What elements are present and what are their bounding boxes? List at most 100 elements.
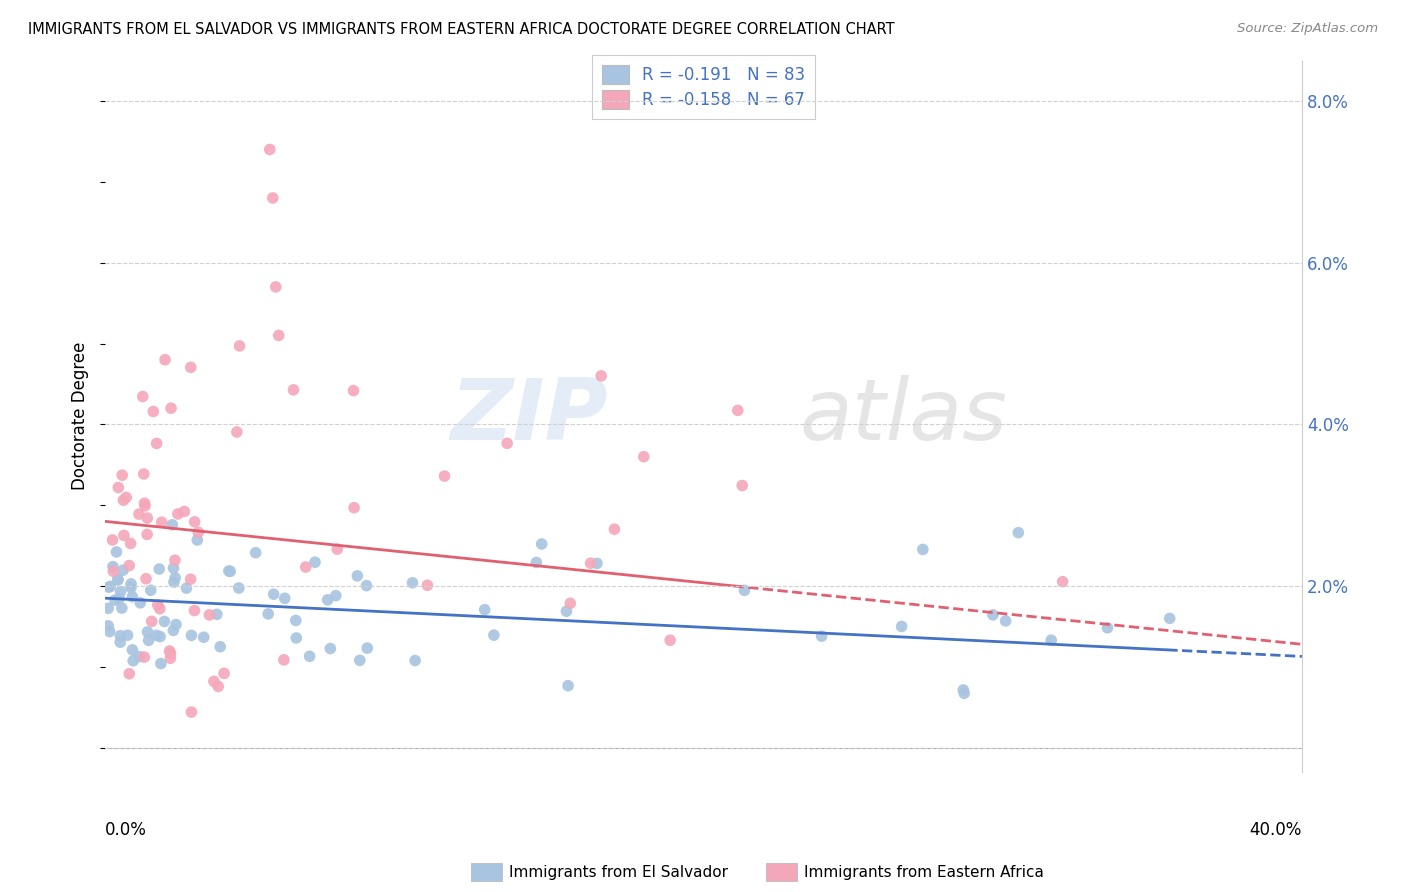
Point (132, 467, 155, 481)
Point (202, 674, 225, 689)
Text: 0.0%: 0.0% (105, 821, 148, 838)
Point (159, 646, 181, 660)
Point (149, 657, 172, 671)
Point (193, 630, 215, 644)
Point (579, 556, 602, 570)
Point (146, 598, 169, 612)
Point (107, 481, 129, 495)
Point (560, 596, 582, 610)
Point (731, 478, 754, 492)
Point (356, 641, 378, 656)
Point (180, 360, 202, 375)
Point (111, 601, 134, 615)
Point (153, 615, 176, 629)
Point (343, 500, 366, 515)
Point (259, 143, 281, 157)
Point (180, 628, 202, 642)
Point (433, 469, 456, 483)
Point (145, 628, 167, 642)
Point (150, 516, 173, 530)
Text: 40.0%: 40.0% (1250, 821, 1302, 838)
Point (98, 579, 121, 593)
Point (1040, 633, 1063, 648)
Point (482, 628, 505, 642)
Point (136, 527, 159, 541)
Point (591, 368, 613, 383)
Point (134, 499, 156, 513)
Point (733, 583, 755, 598)
Point (136, 511, 159, 525)
Point (120, 577, 142, 591)
Point (118, 666, 141, 681)
Point (180, 572, 202, 586)
Point (136, 624, 159, 639)
Text: ZIP: ZIP (450, 375, 607, 458)
Point (176, 581, 198, 595)
Point (173, 504, 195, 518)
Point (1097, 621, 1119, 635)
Point (1052, 574, 1074, 589)
Point (149, 630, 172, 644)
Point (103, 564, 125, 578)
Point (262, 191, 284, 205)
Point (112, 528, 135, 542)
Point (228, 339, 250, 353)
Point (159, 644, 181, 658)
Point (911, 542, 934, 557)
Point (186, 533, 208, 547)
Point (134, 650, 156, 665)
Point (264, 280, 287, 294)
Point (107, 573, 129, 587)
Point (555, 604, 578, 618)
Point (112, 493, 135, 508)
Point (212, 666, 235, 681)
Point (134, 496, 156, 510)
Point (586, 557, 609, 571)
Point (325, 589, 347, 603)
Point (633, 450, 655, 464)
Point (342, 384, 364, 398)
Point (121, 590, 143, 604)
Point (162, 624, 184, 638)
Point (304, 555, 326, 569)
Point (953, 686, 976, 700)
Point (165, 571, 187, 585)
Point (101, 559, 124, 574)
Text: Immigrants from Eastern Africa: Immigrants from Eastern Africa (804, 865, 1045, 880)
Point (135, 572, 157, 586)
Point (183, 603, 205, 617)
Legend: R = -0.191   N = 83, R = -0.158   N = 67: R = -0.191 N = 83, R = -0.158 N = 67 (592, 54, 815, 119)
Point (183, 515, 205, 529)
Point (283, 383, 305, 397)
Point (346, 569, 368, 583)
Point (128, 649, 150, 664)
Point (994, 614, 1017, 628)
Point (207, 680, 229, 694)
Point (121, 643, 143, 657)
Point (162, 517, 184, 532)
Point (104, 593, 127, 607)
Point (187, 525, 209, 540)
Point (659, 633, 682, 648)
Text: Source: ZipAtlas.com: Source: ZipAtlas.com (1237, 22, 1378, 36)
Point (131, 390, 153, 404)
Point (205, 607, 228, 622)
Point (98, 624, 121, 639)
Point (496, 436, 519, 450)
Point (107, 573, 129, 587)
Point (165, 617, 187, 632)
Point (198, 607, 221, 622)
Point (1159, 611, 1181, 625)
Point (356, 579, 378, 593)
Point (401, 575, 423, 590)
Point (110, 635, 132, 649)
Point (245, 546, 267, 560)
Point (218, 564, 240, 578)
Point (129, 596, 152, 610)
Point (148, 562, 170, 576)
Point (139, 583, 162, 598)
Point (120, 536, 142, 550)
Point (163, 553, 186, 567)
Point (228, 581, 250, 595)
Point (112, 563, 135, 577)
